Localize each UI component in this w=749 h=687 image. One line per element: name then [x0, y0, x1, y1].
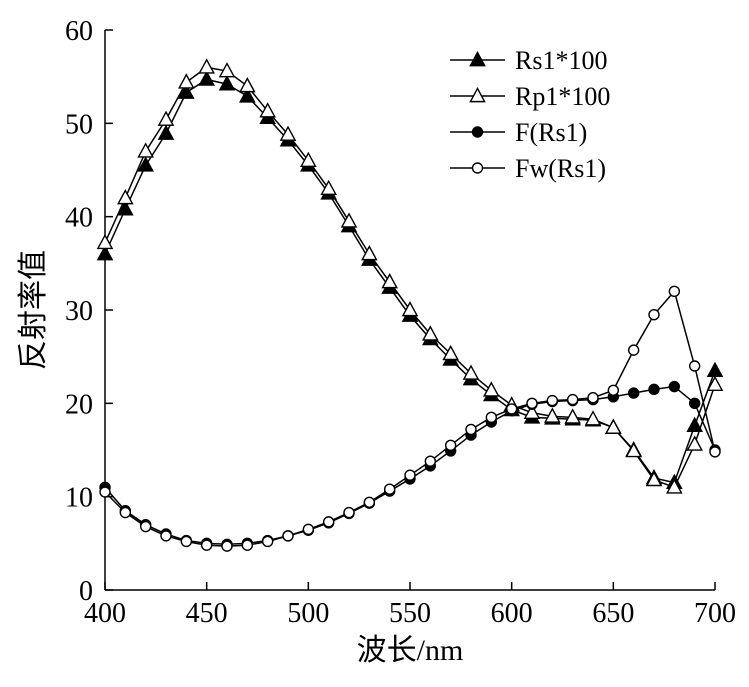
y-tick-label: 30 — [65, 296, 93, 327]
legend-label: F(Rs1) — [515, 118, 587, 147]
series-F(Rs1) — [100, 382, 720, 550]
y-tick-label: 10 — [65, 483, 93, 514]
y-tick-label: 40 — [65, 203, 93, 234]
y-tick-label: 20 — [65, 389, 93, 420]
x-axis-title: 波长/nm — [357, 634, 464, 667]
x-tick-label: 600 — [491, 598, 533, 629]
line-chart: 4004505005506006507000102030405060波长/nm反… — [0, 0, 749, 687]
series-Rs1*100 — [98, 72, 722, 488]
x-tick-label: 700 — [694, 598, 736, 629]
legend-item: F(Rs1) — [450, 118, 587, 147]
legend-label: Fw(Rs1) — [515, 154, 606, 183]
x-tick-label: 550 — [389, 598, 431, 629]
y-tick-label: 50 — [65, 109, 93, 140]
legend-item: Rs1*100 — [450, 46, 607, 75]
x-tick-label: 650 — [592, 598, 634, 629]
legend-item: Fw(Rs1) — [450, 154, 606, 183]
legend-label: Rp1*100 — [515, 82, 610, 111]
chart-container: 4004505005506006507000102030405060波长/nm反… — [0, 0, 749, 687]
x-tick-label: 450 — [186, 598, 228, 629]
y-tick-label: 60 — [65, 16, 93, 47]
legend-item: Rp1*100 — [450, 82, 610, 111]
y-axis-title: 反射率值 — [17, 250, 50, 370]
legend-label: Rs1*100 — [515, 46, 607, 75]
x-tick-label: 500 — [287, 598, 329, 629]
y-tick-label: 0 — [79, 576, 93, 607]
series-Fw(Rs1) — [100, 286, 720, 551]
series-Rp1*100 — [98, 60, 722, 493]
